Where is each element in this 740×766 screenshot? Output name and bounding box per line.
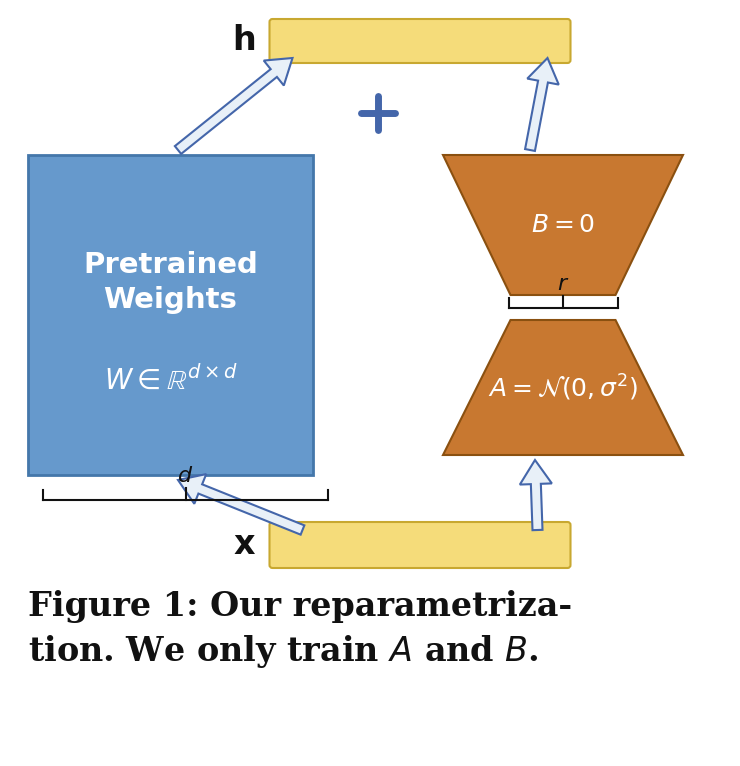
Polygon shape: [520, 460, 552, 530]
Text: Weights: Weights: [104, 286, 238, 314]
Polygon shape: [525, 58, 559, 151]
Polygon shape: [175, 58, 292, 154]
Text: $r$: $r$: [557, 274, 569, 294]
Text: Pretrained: Pretrained: [83, 251, 258, 279]
Text: $W \in \mathbb{R}^{d\times d}$: $W \in \mathbb{R}^{d\times d}$: [104, 365, 238, 395]
Polygon shape: [178, 474, 304, 535]
FancyBboxPatch shape: [269, 19, 571, 63]
Text: x: x: [234, 529, 255, 561]
Text: $B = 0$: $B = 0$: [531, 213, 595, 237]
FancyBboxPatch shape: [269, 522, 571, 568]
Text: $A = \mathcal{N}(0, \sigma^2)$: $A = \mathcal{N}(0, \sigma^2)$: [488, 372, 638, 403]
Text: h: h: [232, 25, 256, 57]
Polygon shape: [443, 320, 683, 455]
Text: Figure 1: Our reparametriza-
tion. We only train $A$ and $B$.: Figure 1: Our reparametriza- tion. We on…: [28, 590, 572, 669]
Bar: [28, 155, 313, 475]
Text: $d$: $d$: [178, 466, 194, 486]
Polygon shape: [443, 155, 683, 295]
